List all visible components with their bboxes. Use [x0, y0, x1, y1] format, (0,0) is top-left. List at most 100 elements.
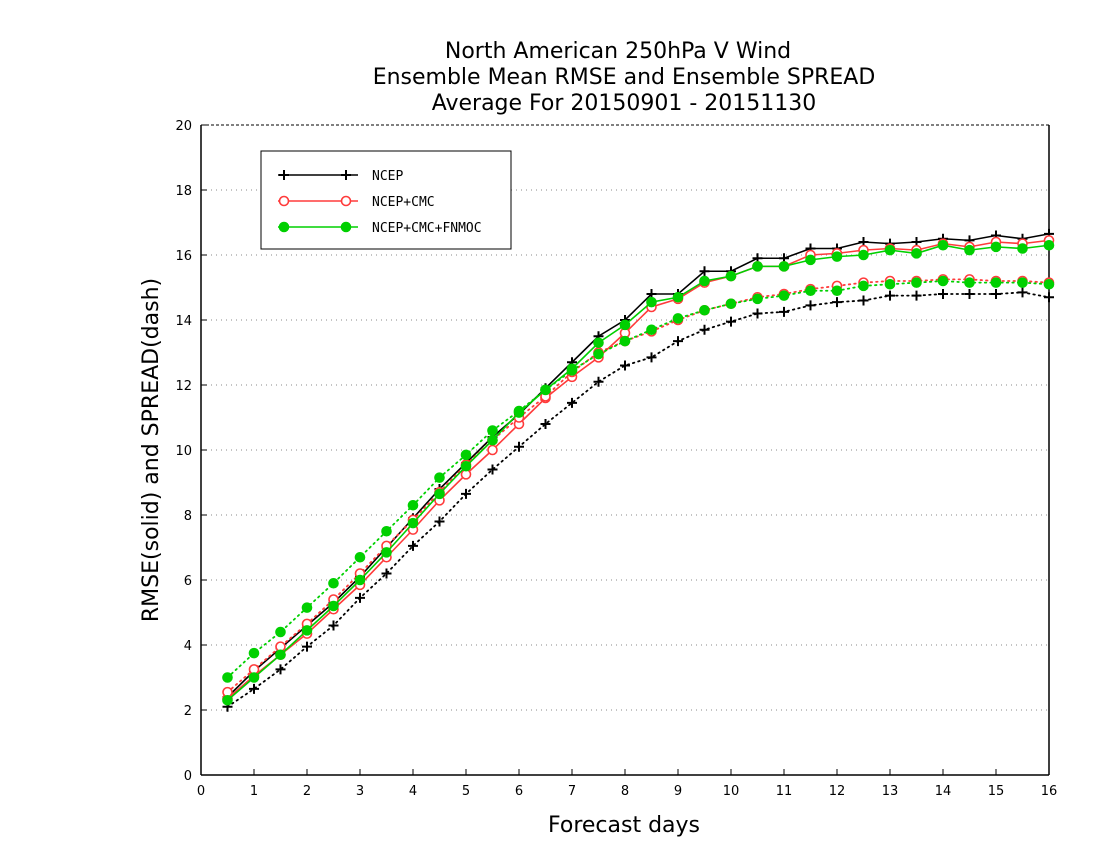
rmse-point-ncep-cmc-fnmoc-15 — [619, 319, 631, 331]
x-tick-label-7: 7 — [568, 784, 576, 799]
y-tick-label-14: 14 — [175, 314, 192, 329]
x-tick-label-11: 11 — [776, 784, 793, 799]
spread-point-ncep-6 — [381, 568, 392, 579]
spread-line-ncep — [226, 291, 1050, 708]
spread-point-ncep-cmc-fnmoc-14 — [593, 348, 604, 360]
spread-point-ncep-cmc-fnmoc-6 — [381, 525, 392, 537]
spread-point-ncep-cmc-fnmoc-10 — [487, 425, 498, 436]
spread-point-ncep-cmc-fnmoc-18 — [699, 304, 710, 316]
legend-label-ncep-cmc: NCEP+CMC — [372, 195, 435, 210]
grid — [201, 189, 1049, 711]
y-tick-label-6: 6 — [184, 574, 192, 589]
legend-label-ncep-cmc-fnmoc: NCEP+CMC+FNMOC — [372, 221, 482, 236]
axes: 0 1 2 3 4 5 6 7 8 9 10 11 12 13 14 15 160246810121416182… — [175, 119, 1057, 799]
spread-point-ncep-1 — [249, 683, 259, 694]
spread-point-ncep-30 — [1017, 287, 1028, 298]
rmse-point-ncep-cmc-fnmoc-16 — [646, 296, 657, 308]
x-tick-label-9: 9 — [674, 784, 682, 799]
y-tick-label-2: 2 — [184, 704, 192, 719]
spread-point-ncep-cmc-fnmoc-21 — [778, 290, 790, 301]
spread-point-ncep-7 — [408, 540, 418, 551]
x-tick-label-8: 8 — [621, 784, 629, 799]
legend-marker-right-ncep-cmc — [340, 195, 352, 207]
rmse-point-ncep-cmc-fnmoc-2 — [275, 649, 286, 661]
y-tick-label-10: 10 — [175, 444, 192, 459]
rmse-point-ncep-cmc-fnmoc-20 — [752, 261, 763, 272]
spread-point-ncep-cmc-fnmoc-5 — [354, 551, 366, 563]
spread-point-ncep-cmc-fnmoc-8 — [434, 472, 445, 483]
rmse-point-ncep-cmc-fnmoc-14 — [593, 337, 604, 349]
rmse-point-ncep-cmc-fnmoc-29 — [990, 241, 1002, 253]
x-tick-label-3: 3 — [356, 784, 364, 799]
rmse-point-ncep-cmc-fnmoc-7 — [407, 517, 419, 529]
spread-point-ncep-cmc-fnmoc-4 — [328, 577, 339, 589]
spread-point-ncep-8 — [434, 516, 445, 527]
series — [222, 228, 1055, 712]
spread-line-ncep-cmc-fnmoc — [226, 280, 1050, 679]
x-tick-label-14: 14 — [935, 784, 952, 799]
spread-point-ncep-21 — [779, 306, 789, 317]
legend-marker-left-ncep-cmc — [278, 195, 290, 207]
rmse-point-ncep-cmc-fnmoc-31 — [1043, 239, 1055, 251]
spread-point-ncep-15 — [620, 360, 630, 371]
spread-point-ncep-24 — [858, 295, 869, 306]
spread-point-ncep-10 — [487, 464, 498, 475]
x-tick-label-16: 16 — [1041, 784, 1058, 799]
spread-point-ncep-4 — [328, 620, 339, 631]
spread-point-ncep-9 — [461, 488, 471, 499]
rmse-point-ncep-cmc-fnmoc-9 — [460, 460, 472, 472]
spread-point-ncep-cmc-fnmoc-26 — [911, 277, 922, 288]
spread-point-ncep-cmc-fnmoc-13 — [566, 365, 578, 376]
x-axis-label: Forecast days — [548, 813, 700, 838]
rmse-point-ncep-cmc-fnmoc-23 — [831, 251, 843, 262]
legend-marker-left-ncep — [279, 170, 289, 180]
chart-title-line-3: Average For 20150901 - 20151130 — [432, 91, 817, 116]
spread-point-ncep-27 — [938, 289, 948, 299]
spread-point-ncep-2 — [275, 664, 286, 675]
spread-point-ncep-cmc-fnmoc-31 — [1043, 278, 1055, 290]
legend-marker-right-ncep — [341, 170, 351, 180]
spread-point-ncep-cmc-fnmoc-17 — [672, 313, 684, 324]
spread-point-ncep-cmc-fnmoc-19 — [725, 298, 737, 310]
spread-point-ncep-cmc-fnmoc-1 — [248, 647, 260, 659]
spread-point-ncep-cmc-fnmoc-12 — [540, 384, 551, 396]
spread-point-ncep-23 — [832, 297, 842, 308]
y-tick-label-4: 4 — [184, 639, 192, 654]
rmse-point-ncep-cmc-fnmoc-21 — [778, 261, 790, 272]
legend-box — [260, 150, 512, 250]
rmse-point-ncep-cmc-fnmoc-10 — [487, 434, 498, 446]
spread-point-ncep-cmc-fnmoc-2 — [275, 626, 286, 638]
spread-point-ncep-cmc-fnmoc-28 — [964, 277, 975, 288]
spread-point-ncep-cmc-fnmoc-24 — [858, 280, 869, 292]
chart-title-line-2: Ensemble Mean RMSE and Ensemble SPREAD — [373, 65, 876, 90]
x-tick-label-4: 4 — [409, 784, 417, 799]
rmse-point-ncep-cmc-fnmoc-18 — [699, 275, 710, 287]
y-axis-label: RMSE(solid) and SPREAD(dash) — [139, 278, 164, 622]
spread-point-ncep-cmc-fnmoc-27 — [937, 275, 949, 287]
x-tick-label-12: 12 — [829, 784, 846, 799]
x-tick-label-6: 6 — [515, 784, 523, 799]
spread-point-ncep-cmc-fnmoc-0 — [222, 672, 233, 683]
spread-point-ncep-cmc-fnmoc-7 — [407, 499, 419, 511]
rmse-line-ncep-cmc-fnmoc — [226, 244, 1050, 701]
spread-point-ncep-26 — [911, 290, 922, 301]
spread-point-ncep-cmc-fnmoc-23 — [831, 285, 843, 297]
spread-point-ncep-14 — [593, 376, 604, 387]
spread-point-ncep-cmc-fnmoc-9 — [460, 449, 472, 461]
spread-point-ncep-cmc-fnmoc-20 — [752, 293, 763, 305]
legend: NCEP NCEP+CMC NCEP+CMC+FNMOC — [260, 150, 512, 250]
spread-point-ncep-16 — [646, 352, 657, 363]
rmse-point-ncep-cmc-fnmoc-30 — [1017, 243, 1028, 254]
rmse-point-ncep-cmc-fnmoc-5 — [354, 574, 366, 586]
rmse-point-ncep-cmc-fnmoc-4 — [328, 600, 339, 612]
x-tick-label-15: 15 — [988, 784, 1005, 799]
spread-point-ncep-29 — [991, 289, 1001, 299]
rmse-point-ncep-cmc-fnmoc-19 — [725, 270, 737, 282]
rmse-point-ncep-cmc-fnmoc-8 — [434, 488, 445, 500]
spread-point-ncep-28 — [964, 289, 975, 299]
y-tick-label-18: 18 — [175, 184, 192, 199]
rmse-line-ncep-cmc — [226, 239, 1050, 700]
y-tick-label-0: 0 — [184, 769, 192, 784]
rmse-point-ncep-cmc-fnmoc-26 — [911, 248, 922, 259]
